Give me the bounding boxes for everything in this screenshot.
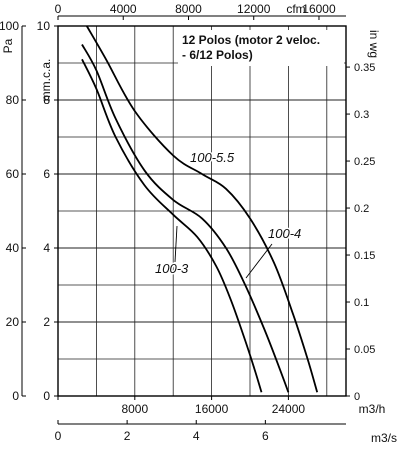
y-pa-axis-label: Pa <box>1 38 15 53</box>
x-cfm-tick-label: 12000 <box>237 2 271 16</box>
x-m3s-tick-label: 4 <box>193 429 200 443</box>
labels-layer: 100-5.5 100-4 100-3 12 Polos (motor 2 veloc… <box>154 30 344 279</box>
y-inwg-tick-label: 0.1 <box>354 297 369 309</box>
chart-title-line: 12 Polos (motor 2 veloc. <box>182 33 320 47</box>
chart-title-line: - 6/12 Polos) <box>182 48 253 62</box>
y-inwg-tick-label: 0.35 <box>354 62 375 74</box>
x-m3h-tick-label: 8000 <box>121 402 148 416</box>
y-pa-tick-label: 100 <box>0 19 19 33</box>
curve-label-100-5.5: 100-5.5 <box>190 150 235 165</box>
curve-label-100-3: 100-3 <box>155 261 189 276</box>
axes-layer: 0246810mm.c.a.020406080100Pa00.050.10.15… <box>0 2 397 445</box>
x-m3h-axis-label: m3/h <box>359 402 386 416</box>
curve-100-5.5 <box>86 25 319 393</box>
y-pa-tick-label: 20 <box>6 315 20 329</box>
y-pa-tick-label: 40 <box>6 241 20 255</box>
y-inwg-tick-label: 0.2 <box>354 203 369 215</box>
y-inwg-axis-label: in wg <box>367 30 381 58</box>
curve-label-leader <box>245 243 273 279</box>
x-m3s-tick-label: 2 <box>124 429 131 443</box>
y-inwg-tick-label: 0.15 <box>354 250 375 262</box>
y-inwg-tick-label: 0 <box>354 391 360 403</box>
x-cfm-tick-label: 16000 <box>302 2 336 16</box>
y-pa-tick-label: 80 <box>6 93 20 107</box>
x-cfm-axis-label: cfm <box>286 2 305 16</box>
y-inwg-tick-label: 0.05 <box>354 344 375 356</box>
x-m3s-tick-label: 0 <box>55 429 62 443</box>
plot-frame <box>57 25 347 397</box>
y-pa-tick-label: 0 <box>12 389 19 403</box>
curve-100-3 <box>81 58 263 393</box>
y-inwg-tick-label: 0.25 <box>354 156 375 168</box>
x-cfm-tick-label: 8000 <box>175 2 202 16</box>
y-mmca-axis-label: mm.c.a. <box>39 59 53 102</box>
y-mmca-tick-label: 0 <box>43 389 50 403</box>
x-m3h-tick-label: 24000 <box>272 402 306 416</box>
x-m3s-tick-label: 6 <box>262 429 269 443</box>
x-cfm-tick-label: 4000 <box>110 2 137 16</box>
curves-layer <box>81 25 319 393</box>
y-mmca-tick-label: 8 <box>43 93 50 107</box>
y-pa-tick-label: 60 <box>6 167 20 181</box>
y-mmca-tick-label: 4 <box>43 241 50 255</box>
y-inwg-tick-label: 0.3 <box>354 109 369 121</box>
curve-100-4 <box>81 44 290 393</box>
x-cfm-tick-label: 0 <box>55 2 62 16</box>
x-m3h-tick-label: 16000 <box>195 402 229 416</box>
curve-label-100-4: 100-4 <box>268 226 301 241</box>
x-m3s-axis-label: m3/s <box>371 431 397 445</box>
y-mmca-tick-label: 6 <box>43 167 50 181</box>
y-mmca-tick-label: 10 <box>37 19 51 33</box>
y-mmca-tick-label: 2 <box>43 315 50 329</box>
title-box <box>178 30 344 66</box>
curve-label-leader <box>174 225 178 263</box>
